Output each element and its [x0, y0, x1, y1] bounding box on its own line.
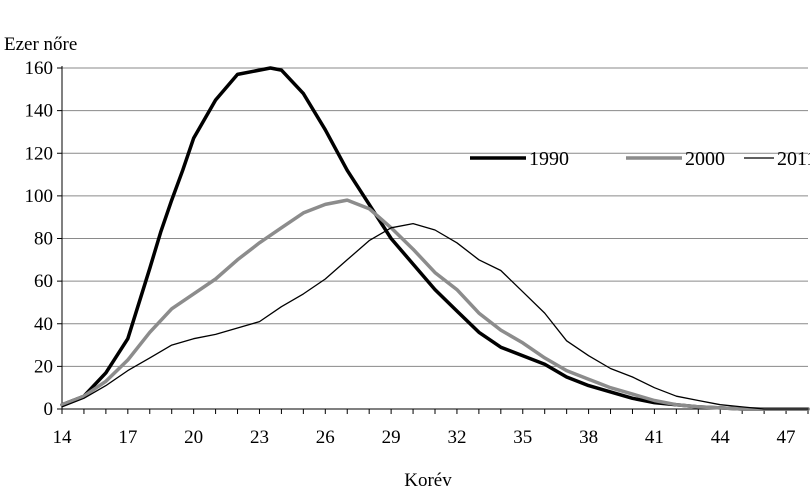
x-tick-label-38: 38 [579, 427, 598, 448]
x-tick-label-29: 29 [382, 427, 401, 448]
y-axis-title: Ezer nőre [4, 34, 77, 55]
y-tick-label-60: 60 [34, 271, 53, 292]
x-tick-label-44: 44 [711, 427, 731, 448]
x-axis-title: Korév [404, 470, 452, 491]
x-tick-label-20: 20 [184, 427, 203, 448]
y-tick-label-20: 20 [34, 356, 53, 377]
series-layer [60, 66, 810, 411]
y-tick-label-140: 140 [25, 101, 54, 122]
x-tick-label-35: 35 [513, 427, 532, 448]
legend-label-1990: 1990 [529, 148, 569, 170]
x-tick-label-26: 26 [316, 427, 335, 448]
series-line-2011 [61, 222, 809, 410]
series-line-2000 [60, 198, 810, 411]
x-tick-label-41: 41 [645, 427, 664, 448]
x-tick-label-14: 14 [53, 427, 73, 448]
legend-label-2011: 2011 [777, 148, 810, 170]
x-tick-label-47: 47 [777, 427, 796, 448]
x-tick-label-17: 17 [118, 427, 137, 448]
y-tick-label-100: 100 [25, 186, 54, 207]
legend-label-2000: 2000 [685, 148, 725, 170]
gridlines [62, 67, 808, 367]
x-tick-label-32: 32 [447, 427, 466, 448]
y-tick-label-120: 120 [25, 143, 54, 164]
y-tick-label-160: 160 [25, 58, 54, 79]
y-tick-label-40: 40 [34, 314, 53, 335]
y-tick-label-0: 0 [44, 399, 54, 420]
legend: 1990 2000 2011 [470, 148, 810, 170]
y-tick-label-80: 80 [34, 229, 53, 250]
x-tick-label-23: 23 [250, 427, 269, 448]
axes: 0 20 40 60 80 100 120 140 160 14 17 20 23 26 29 32 35 38 4… [25, 58, 809, 448]
